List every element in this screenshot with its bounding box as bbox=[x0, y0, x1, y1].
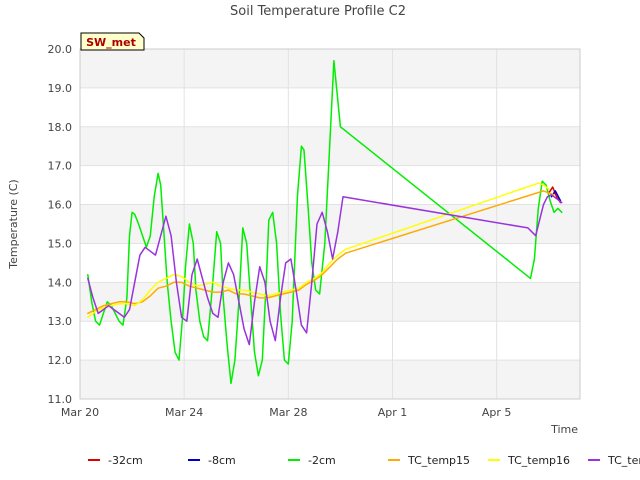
legend-label: -8cm bbox=[208, 454, 236, 467]
y-tick-label: 16.0 bbox=[48, 199, 73, 212]
background-band bbox=[80, 49, 580, 88]
y-tick-label: 20.0 bbox=[48, 43, 73, 56]
plot-area bbox=[79, 48, 581, 400]
y-tick-label: 11.0 bbox=[48, 393, 73, 406]
legend-label: TC_temp17 bbox=[607, 454, 640, 467]
y-axis-label: Temperature (C) bbox=[7, 179, 20, 269]
y-axis-ticks: 11.0 12.0 13.0 14.0 15.0 16.0 17.0 18.0 19.0 20.0 bbox=[48, 43, 73, 406]
y-tick-label: 17.0 bbox=[48, 160, 73, 173]
station-label: SW_met bbox=[86, 36, 136, 49]
background-band bbox=[80, 165, 580, 205]
series-line-TC_temp16 bbox=[87, 182, 550, 319]
background-band bbox=[80, 321, 580, 361]
y-tick-label: 18.0 bbox=[48, 121, 73, 134]
y-tick-label: 13.0 bbox=[48, 315, 73, 328]
series-line-TC_temp17 bbox=[87, 194, 563, 346]
series-line--2cm bbox=[87, 59, 563, 385]
legend-label: -32cm bbox=[108, 454, 143, 467]
x-tick-label: Apr 1 bbox=[378, 406, 408, 419]
y-tick-label: 14.0 bbox=[48, 276, 73, 289]
chart-title: Soil Temperature Profile C2 bbox=[230, 4, 406, 19]
background-band bbox=[80, 360, 580, 399]
x-axis-ticks: Mar 20 Mar 24 Mar 28 Apr 1 Apr 5 bbox=[61, 406, 512, 419]
series-lines bbox=[87, 59, 563, 385]
background-band bbox=[80, 87, 580, 127]
x-tick-label: Apr 5 bbox=[482, 406, 512, 419]
legend-item: TC_temp15 bbox=[388, 454, 470, 467]
legend-label: TC_temp16 bbox=[507, 454, 570, 467]
y-tick-label: 19.0 bbox=[48, 82, 73, 95]
station-badge: SW_met bbox=[80, 32, 145, 51]
series-line-TC_temp15 bbox=[87, 190, 555, 315]
legend-item: -32cm bbox=[88, 454, 143, 467]
y-tick-label: 15.0 bbox=[48, 237, 73, 250]
legend-label: TC_temp15 bbox=[407, 454, 470, 467]
x-tick-label: Mar 20 bbox=[61, 406, 99, 419]
y-tick-label: 12.0 bbox=[48, 354, 73, 367]
x-tick-label: Mar 24 bbox=[165, 406, 203, 419]
legend-item: -8cm bbox=[188, 454, 236, 467]
legend-item: -2cm bbox=[288, 454, 336, 467]
legend-item: TC_temp16 bbox=[488, 454, 570, 467]
legend-label: -2cm bbox=[308, 454, 336, 467]
legend: -32cm -8cm -2cm TC_temp15 TC_temp16 TC_temp17 bbox=[88, 454, 640, 467]
x-tick-label: Mar 28 bbox=[269, 406, 307, 419]
background-band bbox=[80, 282, 580, 322]
legend-item: TC_temp17 bbox=[588, 454, 640, 467]
x-axis-label: Time bbox=[550, 423, 578, 436]
